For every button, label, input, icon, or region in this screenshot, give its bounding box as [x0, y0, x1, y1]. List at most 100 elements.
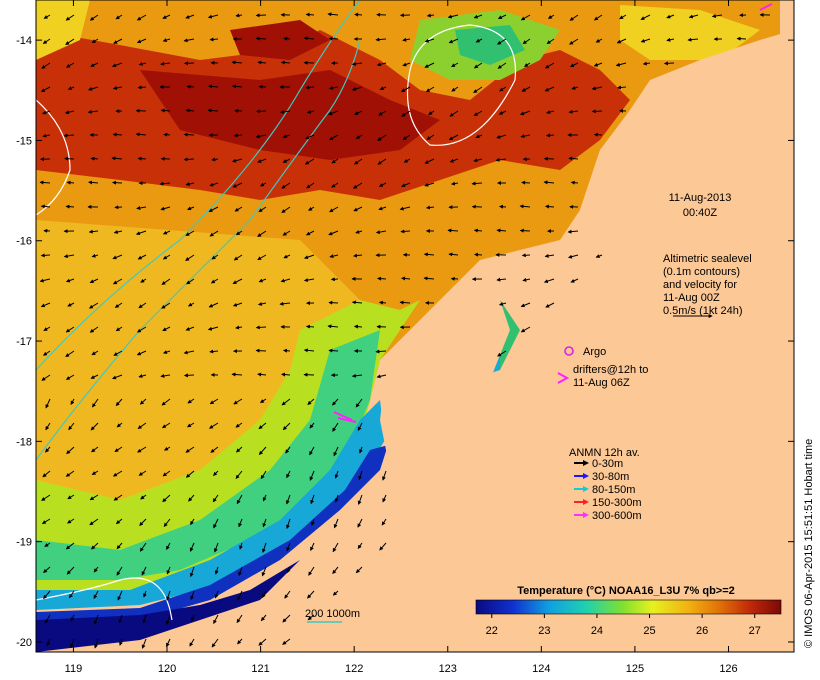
velocity-arrow: [209, 182, 219, 187]
velocity-arrow: [187, 398, 195, 404]
velocity-arrow: [185, 446, 195, 453]
velocity-arrow: [44, 542, 51, 547]
velocity-arrow: [160, 108, 171, 113]
time-label: 00:40Z: [683, 207, 718, 219]
velocity-arrow: [382, 494, 387, 503]
velocity-arrow: [282, 230, 291, 236]
colorbar-tick-label: 23: [538, 625, 550, 637]
velocity-arrow: [329, 254, 339, 259]
velocity-arrow: [208, 422, 219, 429]
velocity-arrow: [70, 638, 75, 649]
velocity-arrow: [233, 254, 243, 261]
velocity-arrow: [286, 470, 291, 479]
velocity-arrow: [666, 37, 675, 42]
velocity-arrow: [258, 278, 267, 283]
velocity-arrow: [67, 86, 75, 90]
velocity-arrow: [497, 350, 507, 357]
velocity-arrow: [142, 614, 147, 624]
velocity-arrow: [45, 422, 51, 431]
velocity-arrow: [138, 374, 147, 378]
lat-tick-label: -14: [16, 35, 32, 47]
velocity-arrow: [207, 14, 219, 19]
lon-tick-label: 121: [251, 663, 269, 675]
velocity-arrow: [519, 204, 531, 209]
velocity-arrow: [185, 470, 195, 478]
velocity-arrow: [359, 446, 363, 454]
velocity-arrow: [89, 494, 99, 501]
velocity-arrow: [139, 518, 147, 526]
lon-tick-label: 119: [65, 663, 83, 675]
velocity-arrow: [329, 86, 339, 90]
velocity-arrow: [666, 14, 675, 19]
velocity-arrow: [112, 254, 123, 260]
velocity-arrow: [136, 350, 147, 356]
velocity-arrow: [190, 614, 195, 622]
velocity-arrow: [497, 62, 507, 69]
velocity-arrow: [424, 182, 435, 187]
velocity-arrow: [593, 14, 603, 21]
velocity-arrow: [615, 62, 627, 67]
velocity-arrow: [262, 518, 267, 528]
velocity-arrow: [305, 12, 315, 17]
velocity-arrow: [185, 182, 195, 186]
velocity-arrow: [355, 566, 363, 574]
velocity-arrow: [402, 37, 411, 42]
velocity-arrow: [113, 230, 123, 234]
velocity-arrow: [351, 61, 363, 66]
velocity-arrow: [188, 494, 195, 502]
velocity-arrow: [400, 229, 411, 234]
velocity-arrow: [304, 254, 315, 260]
velocity-arrow: [285, 494, 291, 505]
velocity-arrow: [305, 230, 315, 236]
velocity-arrow: [43, 14, 51, 19]
velocity-arrow: [286, 566, 291, 574]
lon-tick-label: 125: [626, 663, 644, 675]
velocity-arrow: [162, 38, 171, 42]
velocity-arrow: [258, 638, 267, 646]
velocity-arrow: [40, 86, 51, 92]
velocity-arrow: [112, 278, 123, 285]
velocity-arrow: [310, 542, 315, 552]
velocity-arrow: [231, 60, 243, 65]
velocity-arrow: [116, 542, 123, 550]
velocity-arrow: [183, 157, 195, 162]
velocity-arrow: [399, 206, 411, 211]
velocity-arrow: [357, 422, 363, 432]
velocity-arrow: [571, 86, 579, 90]
velocity-arrow: [498, 204, 507, 209]
velocity-arrow: [162, 230, 171, 235]
lon-tick-label: 122: [345, 663, 363, 675]
velocity-arrow: [185, 14, 195, 19]
velocity-arrow: [235, 325, 243, 330]
velocity-arrow: [183, 373, 195, 378]
velocity-arrow: [283, 36, 291, 41]
velocity-arrow: [426, 134, 435, 140]
velocity-arrow: [428, 110, 435, 116]
velocity-arrow: [640, 38, 651, 43]
velocity-arrow: [166, 590, 171, 601]
velocity-arrow: [233, 398, 243, 405]
velocity-arrow: [65, 470, 75, 477]
velocity-arrow: [378, 206, 387, 211]
velocity-arrow: [354, 110, 363, 116]
velocity-arrow: [255, 348, 267, 353]
velocity-arrow: [42, 350, 51, 356]
velocity-arrow: [260, 470, 267, 480]
velocity-arrow: [187, 206, 195, 211]
velocity-arrow: [161, 398, 171, 406]
velocity-arrow: [208, 302, 219, 308]
velocity-arrow: [160, 206, 171, 211]
velocity-arrow: [303, 278, 315, 283]
lon-tick-label: 126: [719, 663, 737, 675]
velocity-arrow: [569, 38, 579, 45]
lat-tick-label: -15: [16, 135, 32, 147]
velocity-arrow: [162, 326, 171, 332]
velocity-arrow: [40, 302, 51, 308]
velocity-arrow: [140, 278, 147, 283]
velocity-arrow: [87, 109, 99, 114]
velocity-arrow: [593, 62, 603, 67]
altimetry-line: Altimetric sealevel: [663, 253, 752, 265]
velocity-arrow: [351, 86, 363, 91]
velocity-arrow: [112, 470, 123, 477]
anmn-legend-arrow-icon: [583, 486, 589, 492]
